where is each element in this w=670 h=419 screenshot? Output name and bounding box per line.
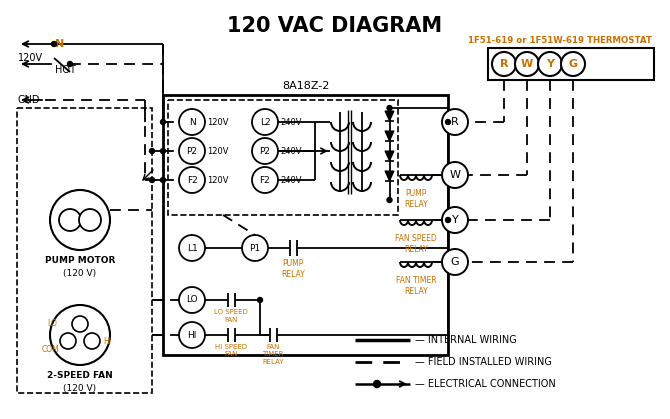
Text: N: N [55, 39, 64, 49]
Circle shape [179, 138, 205, 164]
Text: 240V: 240V [280, 147, 302, 155]
Text: R: R [451, 117, 459, 127]
Text: 1F51-619 or 1F51W-619 THERMOSTAT: 1F51-619 or 1F51W-619 THERMOSTAT [468, 36, 652, 44]
Text: — ELECTRICAL CONNECTION: — ELECTRICAL CONNECTION [415, 379, 555, 389]
Text: N: N [189, 117, 196, 127]
Circle shape [68, 62, 72, 67]
Polygon shape [385, 151, 394, 161]
Text: F2: F2 [187, 176, 198, 184]
Bar [163, 95, 448, 355]
Circle shape [387, 106, 392, 111]
Text: FAN TIMER
RELAY: FAN TIMER RELAY [396, 276, 436, 296]
Text: 8A18Z-2: 8A18Z-2 [282, 81, 329, 91]
Text: P2: P2 [186, 147, 198, 155]
Text: PUMP
RELAY: PUMP RELAY [281, 259, 305, 279]
Text: (120 V): (120 V) [64, 269, 96, 278]
Text: COM: COM [42, 346, 60, 354]
Circle shape [252, 167, 278, 193]
Text: HI SPEED
FAN: HI SPEED FAN [215, 344, 247, 357]
Bar [17, 108, 152, 393]
Circle shape [387, 197, 392, 202]
Text: P2: P2 [259, 147, 271, 155]
Circle shape [442, 207, 468, 233]
Text: 120V: 120V [18, 53, 43, 63]
Text: — FIELD INSTALLED WIRING: — FIELD INSTALLED WIRING [415, 357, 552, 367]
Circle shape [179, 287, 205, 313]
Text: FAN SPEED
RELAY: FAN SPEED RELAY [395, 234, 437, 254]
Circle shape [442, 249, 468, 275]
Circle shape [538, 52, 562, 76]
Circle shape [84, 333, 100, 349]
Text: G: G [568, 59, 578, 69]
Circle shape [446, 217, 450, 222]
Text: W: W [450, 170, 460, 180]
Circle shape [79, 209, 101, 231]
Text: P1: P1 [249, 243, 261, 253]
Text: 120 VAC DIAGRAM: 120 VAC DIAGRAM [227, 16, 443, 36]
Circle shape [179, 235, 205, 261]
Text: GND: GND [18, 95, 40, 105]
Text: LO: LO [47, 320, 57, 328]
Circle shape [52, 41, 56, 47]
Polygon shape [385, 131, 394, 141]
Text: 2-SPEED FAN: 2-SPEED FAN [47, 371, 113, 380]
Text: 120V: 120V [207, 147, 228, 155]
Circle shape [50, 305, 110, 365]
Circle shape [161, 148, 165, 153]
Circle shape [257, 297, 263, 303]
Circle shape [561, 52, 585, 76]
Text: Y: Y [546, 59, 554, 69]
Text: 240V: 240V [280, 176, 302, 184]
Polygon shape [385, 171, 394, 181]
Text: Y: Y [452, 215, 458, 225]
Circle shape [179, 322, 205, 348]
Text: LO SPEED
FAN: LO SPEED FAN [214, 309, 248, 323]
Text: HI: HI [188, 331, 197, 339]
Text: LO: LO [186, 295, 198, 305]
Circle shape [72, 316, 88, 332]
Circle shape [252, 109, 278, 135]
Polygon shape [385, 111, 394, 121]
Text: HOT: HOT [55, 65, 76, 75]
Circle shape [373, 380, 381, 388]
Text: PUMP
RELAY: PUMP RELAY [404, 189, 428, 209]
Text: 120V: 120V [207, 117, 228, 127]
Bar [488, 48, 654, 80]
Text: FAN
TIMER
RELAY: FAN TIMER RELAY [262, 344, 284, 365]
Text: F2: F2 [260, 176, 271, 184]
Text: W: W [521, 59, 533, 69]
Text: L1: L1 [187, 243, 198, 253]
Text: (120 V): (120 V) [64, 384, 96, 393]
Text: 240V: 240V [280, 117, 302, 127]
Circle shape [149, 148, 155, 153]
Circle shape [252, 138, 278, 164]
Text: G: G [451, 257, 460, 267]
Text: HI: HI [103, 336, 111, 346]
Circle shape [60, 333, 76, 349]
Bar [168, 100, 398, 215]
Text: L2: L2 [260, 117, 270, 127]
Text: 120V: 120V [207, 176, 228, 184]
Text: R: R [500, 59, 509, 69]
Text: — INTERNAL WIRING: — INTERNAL WIRING [415, 335, 517, 345]
Circle shape [442, 162, 468, 188]
Circle shape [515, 52, 539, 76]
Circle shape [442, 109, 468, 135]
Text: PUMP MOTOR: PUMP MOTOR [45, 256, 115, 265]
Circle shape [161, 119, 165, 124]
Circle shape [149, 178, 155, 183]
Circle shape [179, 109, 205, 135]
Circle shape [492, 52, 516, 76]
Circle shape [242, 235, 268, 261]
Circle shape [59, 209, 81, 231]
Circle shape [446, 119, 450, 124]
Circle shape [50, 190, 110, 250]
Circle shape [161, 178, 165, 183]
Circle shape [179, 167, 205, 193]
